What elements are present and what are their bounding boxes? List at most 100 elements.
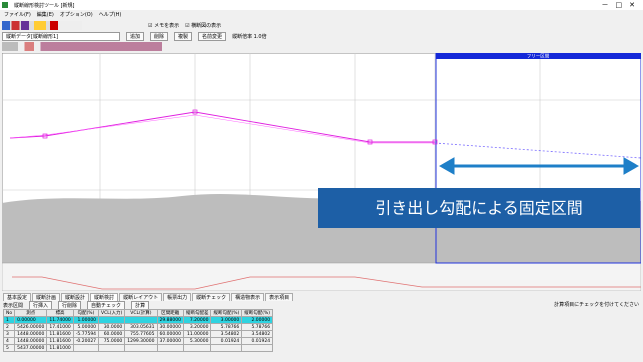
checkbox[interactable]: ☑ 横断図の表示: [185, 23, 222, 29]
table-cell: 1299.30000: [124, 337, 158, 345]
table-cell: 3.54802: [241, 330, 274, 338]
menu-item[interactable]: オプション(O): [59, 12, 93, 18]
table-cell: [124, 344, 158, 352]
table-row[interactable]: 4 1448.00000 11.81600 -0.20027 75.0000 1299.3…: [2, 337, 274, 345]
control-label: 表示区間: [3, 303, 24, 309]
view-combo[interactable]: 縦断データ[縦断線形1]: [2, 31, 120, 41]
table-cell: -5.77594: [72, 330, 100, 338]
table-cell: 4: [2, 337, 16, 345]
table-cell: 3.20000: [182, 323, 212, 331]
table-cell: 5: [2, 344, 16, 352]
tab[interactable]: 表示項目: [265, 293, 294, 301]
toolbar-icons[interactable]: [2, 21, 82, 30]
table-cell: 2.00000: [241, 316, 274, 324]
column-header: 縦断勾配差: [182, 309, 212, 317]
table-cell: [210, 344, 243, 352]
table-cell: [182, 344, 212, 352]
table-cell: 0.00000: [14, 316, 48, 324]
table-cell: -0.20027: [72, 337, 100, 345]
selection-label: フリー区間: [527, 54, 550, 60]
table-cell: 11.00000: [182, 330, 212, 338]
table-cell: 1448.00000: [14, 337, 48, 345]
menu-item[interactable]: ファイル(F): [4, 12, 31, 18]
view-buttons: 追加 削除 複製 名前変更: [126, 31, 227, 41]
table-cell: 1.00000: [72, 316, 100, 324]
table-cell: 3.54802: [210, 330, 243, 338]
table-cell: 11.74000: [46, 316, 74, 324]
toolbar: ☑ メモを表示 ☑ 横断図の表示: [2, 20, 221, 31]
tab[interactable]: 基本設定: [3, 293, 32, 301]
table-row[interactable]: 3 1448.00000 11.81600 -5.77594 60.0000 755.77…: [2, 330, 274, 338]
column-header: 縦断勾配(%): [241, 309, 274, 317]
checkbox[interactable]: ☑ メモを表示: [148, 23, 180, 29]
column-header: VCL(計算): [124, 309, 158, 317]
data-table: No 測点 標高 勾配(%) VCL(入力) VCL(計算) 区間距離 縦断勾配差 縦断勾配(%…: [2, 309, 274, 352]
view-button[interactable]: 複製: [174, 31, 193, 41]
view-button[interactable]: 追加: [126, 31, 145, 41]
tab[interactable]: 縦断計画: [32, 293, 61, 301]
table-cell: [241, 344, 274, 352]
draw-toolbar[interactable]: [2, 42, 162, 51]
table-cell: 5426.00000: [14, 323, 48, 331]
table-cell: 5437.00000: [14, 344, 48, 352]
table-cell: 1: [2, 316, 16, 324]
table-cell: 755.77605: [124, 330, 158, 338]
table-cell: [156, 344, 184, 352]
table-cell: 11.81000: [46, 344, 74, 352]
tab[interactable]: 縦断設計: [61, 293, 90, 301]
title-bar: 縦断線形検討ツール [新規] － □ ✕: [0, 0, 643, 10]
table-cell: 11.81600: [46, 330, 74, 338]
table-cell: [124, 316, 158, 324]
table-cell: 5.78766: [241, 323, 274, 331]
column-header: 測点: [14, 309, 48, 317]
table-cell: 5.30000: [182, 337, 212, 345]
tab[interactable]: 帳票出力: [163, 293, 192, 301]
table-cell: 303.05631: [124, 323, 158, 331]
tab-strip: 基本設定 縦断計画 縦断設計 縦断検討 縦断レイアウト 帳票出力 縦断チェック 構造物表示 表示…: [3, 293, 294, 301]
table-cell: 5.78766: [210, 323, 243, 331]
table-row[interactable]: 5 5437.00000 11.81000: [2, 344, 274, 352]
table-cell: 17.41000: [46, 323, 74, 331]
table-cell: [98, 316, 126, 324]
menu-item[interactable]: 編集(E): [36, 12, 54, 18]
column-header: 縦断勾配(%): [210, 309, 243, 317]
tab[interactable]: 縦断レイアウト: [119, 293, 163, 301]
profile-view: フリー区間 引き出し勾配による固定区間: [2, 53, 641, 291]
checkbox-group: ☑ メモを表示 ☑ 横断図の表示: [148, 22, 221, 29]
table-cell: 5.00000: [72, 323, 100, 331]
table-container: No 測点 標高 勾配(%) VCL(入力) VCL(計算) 区間距離 縦断勾配差 縦断勾配(%…: [2, 309, 274, 352]
tab[interactable]: 構造物表示: [231, 293, 265, 301]
tab[interactable]: 縦断検討: [90, 293, 119, 301]
tab[interactable]: 縦断チェック: [192, 293, 231, 301]
table-cell: 2: [2, 323, 16, 331]
table-cell: 29.88000: [156, 316, 184, 324]
window-controls[interactable]: － □ ✕: [601, 1, 635, 9]
menu-item[interactable]: ヘルプ(H): [98, 12, 122, 18]
column-header: VCL(入力): [98, 309, 126, 317]
column-header: 標高: [46, 309, 74, 317]
table-row[interactable]: 2 5426.00000 17.41000 5.00000 30.0000 303.056…: [2, 323, 274, 331]
table-cell: [72, 344, 100, 352]
menu-bar: ファイル(F) 編集(E) オプション(O) ヘルプ(H): [4, 11, 121, 18]
table-cell: 30.0000: [98, 323, 126, 331]
table-cell: 11.81600: [46, 337, 74, 345]
header-row: No 測点 標高 勾配(%) VCL(入力) VCL(計算) 区間距離 縦断勾配差 縦断勾配(%…: [2, 309, 274, 317]
table-cell: 30.00000: [156, 323, 184, 331]
window-title: 縦断線形検討ツール [新規]: [14, 2, 75, 9]
table-row[interactable]: 1 0.00000 11.74000 1.00000 29.88000 7.20000 3.…: [2, 316, 274, 324]
view-button[interactable]: 名前変更: [198, 31, 227, 41]
column-header: 勾配(%): [72, 309, 100, 317]
table-cell: 75.0000: [98, 337, 126, 345]
table-cell: 60.00000: [156, 330, 184, 338]
status-text: 計算項目にチェックを付けてください: [554, 302, 639, 308]
table-cell: 7.20000: [182, 316, 212, 324]
table-cell: 3: [2, 330, 16, 338]
table-cell: 1448.00000: [14, 330, 48, 338]
app-icon: [2, 2, 8, 8]
table-cell: [98, 344, 126, 352]
table-cell: 37.00000: [156, 337, 184, 345]
view-button[interactable]: 削除: [150, 31, 169, 41]
scale-label: 縦断倍率 1.0倍: [232, 33, 267, 40]
callout-text: 引き出し勾配による固定区間: [375, 199, 583, 218]
